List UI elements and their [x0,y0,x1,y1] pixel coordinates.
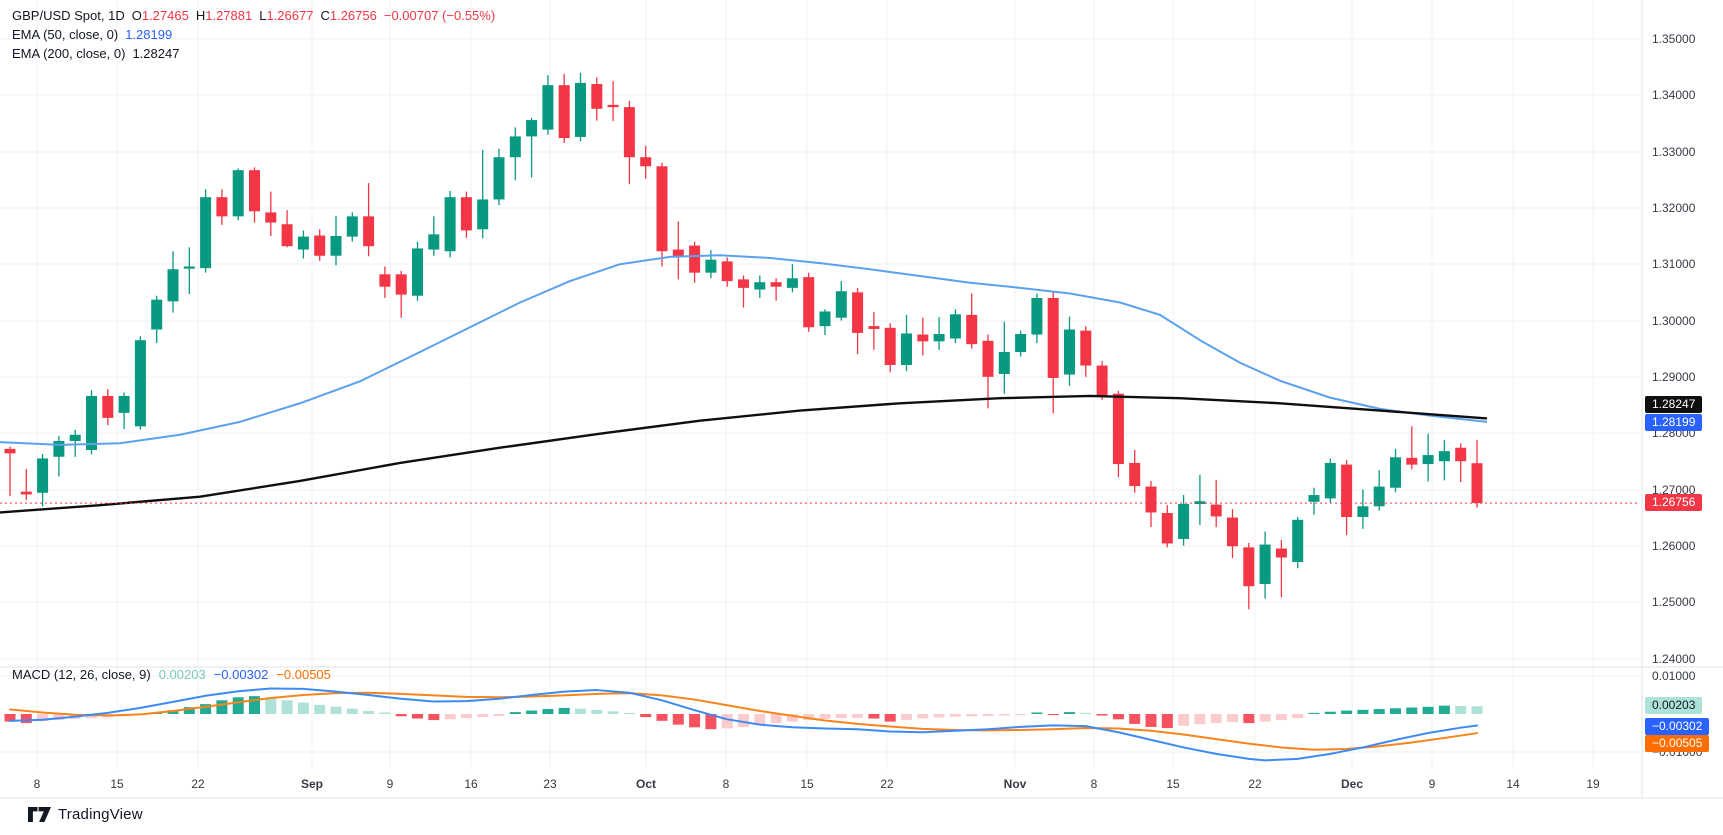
macd-signal-value: −0.00505 [276,667,331,682]
macd-hist-value-label: 0.00203 [1645,697,1703,714]
ema50-legend-row: EMA (50, close, 0) 1.28199 [12,25,495,44]
macd-line-value-label: −0.00302 [1645,718,1710,735]
time-tick: 15 [800,777,814,791]
time-tick: 22 [191,777,205,791]
time-tick: 14 [1506,777,1520,791]
price-tick: 1.24000 [1652,652,1696,666]
price-tick: 1.33000 [1652,145,1696,159]
time-tick: 15 [110,777,124,791]
ema200-price-label: 1.28247 [1645,396,1703,413]
price-tick: 1.31000 [1652,257,1696,271]
price-tick: 1.30000 [1652,314,1696,328]
price-tick: 1.26000 [1652,539,1696,553]
ema200-label[interactable]: EMA (200, close, 0) [12,46,126,61]
macd-legend: MACD (12, 26, close, 9) 0.00203 −0.00302… [12,667,339,682]
ema50-price-label: 1.28199 [1645,414,1703,431]
time-tick: 16 [464,777,478,791]
low-value: L1.26677 [259,8,314,23]
price-tick: 1.25000 [1652,595,1696,609]
macd-signal-value-label: −0.00505 [1645,735,1710,752]
time-tick: 19 [1586,777,1600,791]
time-tick: 15 [1166,777,1180,791]
price-tick: 1.27000 [1652,483,1696,497]
macd-hist-value: 0.00203 [158,667,206,682]
price-tick: 1.34000 [1652,88,1696,102]
ema200-value: 1.28247 [132,46,180,61]
macd-tick: 0.01000 [1652,669,1696,683]
symbol-title[interactable]: GBP/USD Spot, 1D [12,8,125,23]
open-value: O1.27465 [131,8,189,23]
time-tick: Nov [1003,777,1027,791]
ema50-value: 1.28199 [125,27,173,42]
ema200-legend-row: EMA (200, close, 0) 1.28247 [12,44,495,63]
tradingview-watermark[interactable]: TradingView [28,806,143,823]
ema50-label[interactable]: EMA (50, close, 0) [12,27,119,42]
time-tick: 23 [543,777,557,791]
time-tick: 9 [1428,777,1436,791]
last-close-price-label: 1.26756 [1645,494,1703,511]
price-tick: 1.29000 [1652,370,1696,384]
tradingview-logo-icon [28,807,51,822]
close-value: C1.26756 [320,8,377,23]
time-tick: 8 [722,777,730,791]
time-tick: Oct [635,777,656,791]
time-tick: 8 [33,777,41,791]
time-tick: 22 [880,777,894,791]
time-tick: Sep [300,777,323,791]
price-tick: 1.35000 [1652,32,1696,46]
symbol-row: GBP/USD Spot, 1D O1.27465 H1.27881 L1.26… [12,6,495,25]
price-tick: 1.32000 [1652,201,1696,215]
high-value: H1.27881 [195,8,253,23]
tradingview-brand-text: TradingView [58,806,143,823]
time-tick: 9 [386,777,394,791]
time-tick: 22 [1248,777,1262,791]
symbol-legend: GBP/USD Spot, 1D O1.27465 H1.27881 L1.26… [12,6,495,63]
change-value: −0.00707 (−0.55%) [383,8,496,23]
time-tick: 8 [1090,777,1098,791]
macd-label[interactable]: MACD (12, 26, close, 9) [12,667,151,682]
macd-line-value: −0.00302 [213,667,269,682]
time-tick: Dec [1340,777,1363,791]
